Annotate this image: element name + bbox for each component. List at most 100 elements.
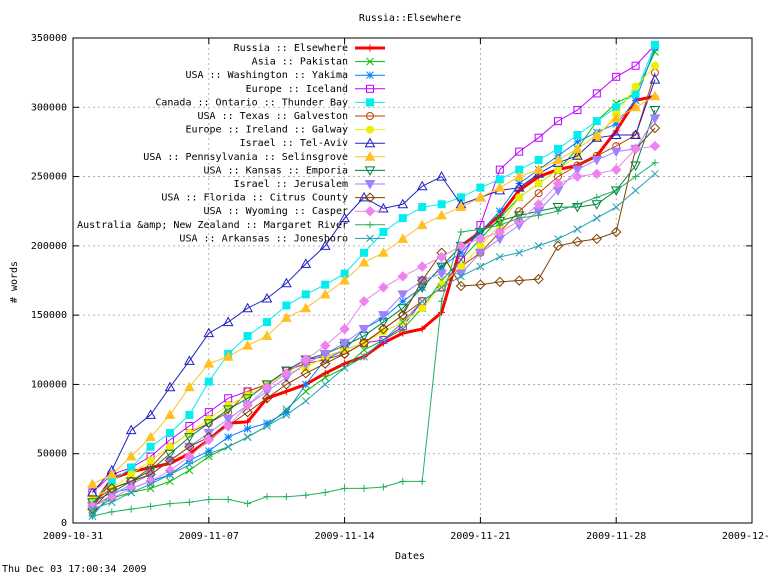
- point: [610, 129, 622, 139]
- point: [591, 233, 603, 245]
- point: [242, 340, 253, 350]
- point: [358, 337, 370, 349]
- point: [455, 201, 467, 212]
- point: [572, 171, 583, 182]
- point: [418, 297, 427, 306]
- point: [341, 360, 349, 368]
- point: [261, 292, 273, 303]
- point: [204, 449, 213, 458]
- point: [360, 352, 368, 361]
- point: [612, 72, 621, 81]
- point: [475, 248, 486, 259]
- legend-marker: [364, 180, 376, 190]
- legend-label: USA :: Florida :: Citrus County: [161, 193, 348, 204]
- point: [649, 106, 661, 116]
- point: [554, 235, 562, 243]
- point: [515, 193, 524, 202]
- point: [475, 279, 486, 290]
- point: [631, 82, 640, 91]
- legend-marker: [364, 137, 376, 148]
- point: [612, 203, 621, 211]
- point: [379, 336, 388, 344]
- point: [222, 405, 234, 415]
- point: [281, 277, 292, 288]
- y-tick-label: 50000: [37, 449, 67, 460]
- point: [281, 368, 292, 379]
- point: [554, 165, 562, 174]
- point: [379, 483, 387, 491]
- legend-marker: [366, 71, 374, 80]
- point: [166, 442, 174, 451]
- point: [436, 269, 447, 280]
- point: [632, 173, 640, 181]
- x-tick-label: 2009-10-31: [43, 531, 103, 542]
- y-tick-label: 150000: [31, 310, 67, 321]
- point: [184, 381, 195, 392]
- point: [224, 433, 233, 441]
- point: [242, 302, 253, 313]
- series-line: [92, 109, 656, 503]
- point: [399, 329, 407, 337]
- point: [416, 261, 428, 272]
- point: [358, 296, 370, 307]
- point: [301, 397, 310, 405]
- legend-label: USA :: Kansas :: Emporia: [204, 165, 349, 176]
- point: [515, 147, 524, 156]
- point: [436, 262, 447, 273]
- point: [166, 500, 174, 508]
- point: [261, 393, 273, 404]
- point: [321, 380, 330, 389]
- legend-marker: [366, 84, 374, 93]
- point: [87, 478, 98, 489]
- point: [319, 340, 331, 351]
- y-tick-label: 100000: [31, 379, 67, 390]
- point: [573, 225, 582, 234]
- point: [281, 379, 292, 390]
- point: [397, 304, 409, 314]
- point: [631, 96, 640, 105]
- point: [572, 150, 583, 160]
- point: [263, 493, 271, 501]
- point: [341, 484, 349, 492]
- point: [457, 193, 465, 202]
- point: [145, 431, 156, 442]
- point: [204, 377, 213, 386]
- point: [300, 258, 312, 268]
- point: [166, 428, 174, 437]
- point: [127, 488, 136, 497]
- point: [398, 297, 407, 306]
- point: [494, 276, 506, 288]
- y-axis-label: # words: [9, 261, 20, 303]
- point: [592, 214, 601, 222]
- point: [494, 216, 506, 227]
- point: [319, 240, 331, 250]
- point: [398, 325, 407, 333]
- point: [397, 233, 409, 243]
- point: [418, 304, 427, 313]
- point: [281, 312, 292, 322]
- point: [513, 275, 525, 286]
- point: [612, 120, 621, 128]
- point: [554, 207, 562, 215]
- point: [496, 221, 504, 229]
- point: [436, 251, 447, 263]
- point: [649, 140, 661, 152]
- point: [88, 512, 96, 520]
- point: [630, 101, 641, 112]
- point: [185, 466, 194, 475]
- point: [534, 179, 543, 188]
- point: [573, 106, 582, 115]
- point: [418, 477, 426, 485]
- point: [185, 460, 194, 469]
- point: [379, 336, 388, 345]
- point: [533, 164, 544, 174]
- point: [593, 193, 601, 201]
- point: [242, 394, 253, 404]
- legend-label: USA :: Wyoming :: Casper: [204, 206, 349, 217]
- point: [476, 262, 485, 271]
- y-tick-label: 300000: [31, 102, 67, 113]
- point: [397, 290, 409, 300]
- point: [244, 500, 252, 508]
